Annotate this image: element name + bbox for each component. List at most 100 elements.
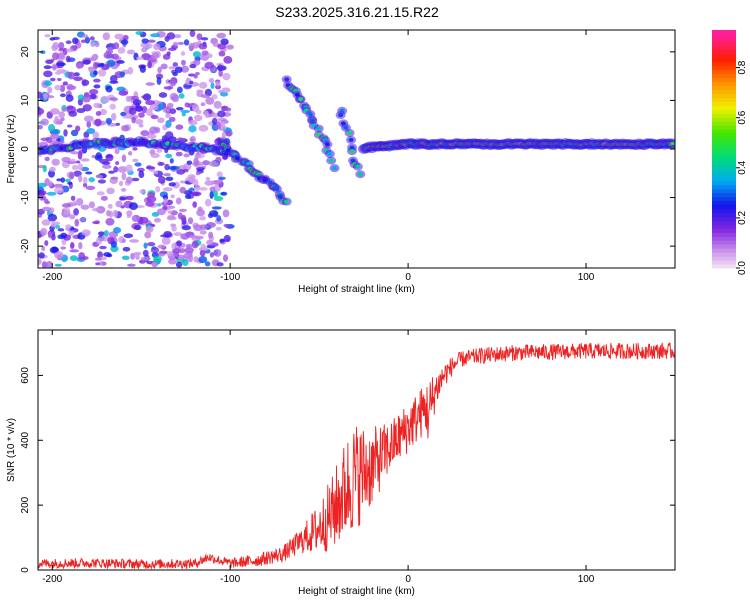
noise-blob xyxy=(171,225,177,232)
upper-arc-mark xyxy=(307,112,313,117)
noise-blob xyxy=(51,158,60,166)
noise-blob xyxy=(94,154,103,161)
noise-blob xyxy=(193,256,199,263)
figure-title: S233.2025.316.21.15.R22 xyxy=(275,4,439,20)
noise-blob xyxy=(219,238,225,243)
noise-blob xyxy=(165,120,172,128)
noise-blob xyxy=(60,93,66,98)
noise-blob xyxy=(183,84,193,88)
noise-blob xyxy=(223,234,231,243)
noise-blob xyxy=(146,57,156,62)
colorbar-segment xyxy=(712,45,736,51)
noise-blob xyxy=(96,191,105,196)
noise-blob xyxy=(66,83,74,91)
noise-blob xyxy=(177,165,187,171)
noise-blob xyxy=(65,94,74,102)
noise-blob xyxy=(147,241,156,247)
noise-blob xyxy=(178,93,185,99)
noise-blob xyxy=(120,111,127,117)
noise-blob xyxy=(191,240,199,249)
noise-blob xyxy=(49,77,56,82)
snr-x-axis-label: Height of straight line (km) xyxy=(298,586,415,597)
x-tick-label: -200 xyxy=(42,574,62,585)
noise-blob xyxy=(86,120,92,128)
noise-blob xyxy=(216,214,222,222)
noise-blob xyxy=(92,61,98,70)
noise-blob xyxy=(66,48,74,53)
noise-blob xyxy=(217,64,223,72)
noise-blob xyxy=(216,262,224,267)
noise-blob xyxy=(189,30,196,38)
noise-blob xyxy=(176,86,183,94)
noise-blob xyxy=(47,86,53,94)
noise-blob xyxy=(81,79,90,86)
noise-blob xyxy=(68,172,75,180)
noise-blob xyxy=(200,243,206,251)
right-arc-mark xyxy=(357,172,363,177)
noise-blob xyxy=(135,31,144,35)
noise-blob xyxy=(131,116,137,124)
colorbar-segment xyxy=(712,220,736,225)
colorbar-segment xyxy=(712,33,736,39)
noise-blob xyxy=(208,160,219,167)
noise-blob xyxy=(70,195,76,201)
noise-blob xyxy=(38,91,43,99)
noise-blob xyxy=(110,176,119,180)
noise-blob xyxy=(98,231,105,236)
noise-blob xyxy=(89,36,95,41)
noise-blob xyxy=(189,80,194,85)
noise-blob xyxy=(44,240,49,247)
noise-blob xyxy=(211,206,222,210)
noise-blob xyxy=(209,191,214,200)
noise-blob xyxy=(107,203,113,209)
colorbar-segment xyxy=(712,65,736,71)
noise-blob xyxy=(75,160,81,164)
colorbar-tick-label: 0.2 xyxy=(737,211,748,225)
noise-blob xyxy=(153,170,159,175)
noise-blob xyxy=(135,105,144,112)
noise-blob xyxy=(115,161,120,165)
colorbar-segment xyxy=(712,89,736,94)
noise-blob xyxy=(168,116,176,122)
noise-blob xyxy=(78,241,83,250)
colorbar-segment xyxy=(712,228,736,233)
colorbar-segment xyxy=(712,77,736,83)
noise-blob xyxy=(219,91,229,97)
noise-blob xyxy=(191,191,202,197)
noise-blob xyxy=(76,108,86,114)
right-arc-mark xyxy=(338,113,344,118)
x-tick-label: -100 xyxy=(220,272,240,283)
noise-blob xyxy=(137,167,145,173)
noise-blob xyxy=(192,51,202,58)
noise-blob xyxy=(63,207,71,215)
noise-blob xyxy=(165,131,174,140)
noise-blob xyxy=(59,84,66,93)
noise-blob xyxy=(189,63,197,69)
colorbar-segment xyxy=(712,252,736,257)
noise-blob xyxy=(224,107,232,112)
noise-blob xyxy=(78,252,86,260)
noise-blob xyxy=(176,169,186,175)
noise-blob xyxy=(100,96,110,104)
noise-blob xyxy=(65,224,72,229)
noise-blob xyxy=(112,209,119,218)
noise-blob xyxy=(171,94,180,103)
noise-blob xyxy=(50,108,60,115)
noise-blob xyxy=(202,160,210,166)
noise-blob xyxy=(118,90,129,96)
noise-blob xyxy=(49,37,56,41)
noise-blob xyxy=(168,205,176,209)
right-arc-mark xyxy=(355,164,361,169)
noise-blob xyxy=(121,187,127,192)
noise-blob xyxy=(82,104,92,112)
spectrogram-x-axis-label: Height of straight line (km) xyxy=(298,284,415,295)
noise-blob xyxy=(41,206,52,212)
noise-blob xyxy=(149,104,159,111)
noise-blob xyxy=(188,42,195,51)
noise-blob xyxy=(184,193,192,199)
noise-blob xyxy=(193,74,198,79)
descending-branch-mark xyxy=(234,156,240,161)
noise-blob xyxy=(140,130,150,137)
colorbar-segment xyxy=(712,101,736,106)
noise-blob xyxy=(54,251,64,259)
